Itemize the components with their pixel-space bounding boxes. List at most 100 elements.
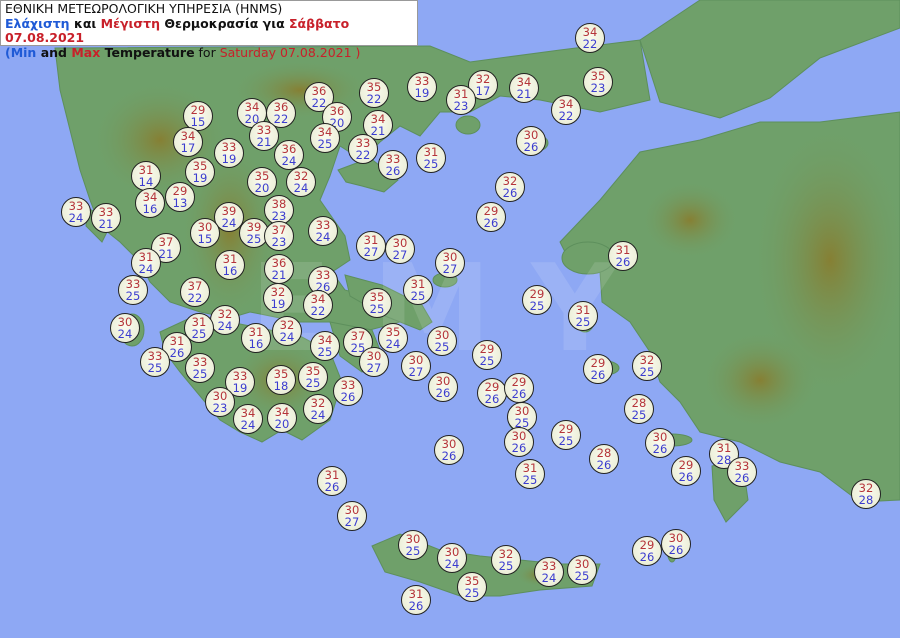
min-temperature: 25 bbox=[350, 341, 366, 355]
max-temperature: 29 bbox=[483, 204, 499, 218]
station-marker: 29 13 bbox=[165, 182, 195, 212]
station-marker: 32 25 bbox=[491, 545, 521, 575]
station-marker: 31 23 bbox=[446, 85, 476, 115]
max-temperature: 38 bbox=[271, 197, 287, 211]
station-marker: 30 25 bbox=[398, 530, 428, 560]
min-temperature: 21 bbox=[158, 247, 174, 261]
min-temperature: 27 bbox=[442, 262, 458, 276]
min-temperature: 25 bbox=[575, 315, 591, 329]
max-temperature: 31 bbox=[169, 334, 185, 348]
min-temperature: 26 bbox=[385, 164, 401, 178]
min-temperature: 25 bbox=[529, 299, 545, 313]
min-temperature: 25 bbox=[317, 137, 333, 151]
min-temperature: 27 bbox=[408, 365, 424, 379]
title-greek-date: Σάββατο 07.08.2021 bbox=[5, 15, 350, 45]
min-temperature: 25 bbox=[631, 408, 647, 422]
max-temperature: 30 bbox=[405, 532, 421, 546]
station-marker: 30 15 bbox=[190, 218, 220, 248]
min-temperature: 14 bbox=[138, 175, 154, 189]
max-temperature: 30 bbox=[511, 429, 527, 443]
min-temperature: 26 bbox=[483, 216, 499, 230]
max-temperature: 33 bbox=[385, 152, 401, 166]
max-temperature: 34 bbox=[582, 25, 598, 39]
max-temperature: 30 bbox=[668, 531, 684, 545]
station-marker: 32 24 bbox=[303, 394, 333, 424]
min-temperature: 15 bbox=[190, 115, 206, 129]
min-temperature: 23 bbox=[590, 81, 606, 95]
station-marker: 30 27 bbox=[385, 234, 415, 264]
min-temperature: 13 bbox=[172, 196, 188, 210]
min-temperature: 26 bbox=[523, 140, 539, 154]
station-marker: 33 19 bbox=[214, 138, 244, 168]
station-marker: 30 27 bbox=[337, 501, 367, 531]
max-temperature: 31 bbox=[410, 277, 426, 291]
max-temperature: 31 bbox=[138, 163, 154, 177]
station-marker: 29 26 bbox=[476, 202, 506, 232]
station-marker: 36 20 bbox=[322, 102, 352, 132]
max-temperature: 28 bbox=[631, 396, 647, 410]
station-marker: 34 22 bbox=[575, 23, 605, 53]
max-temperature: 29 bbox=[172, 184, 188, 198]
max-temperature: 37 bbox=[187, 279, 203, 293]
min-temperature: 24 bbox=[138, 262, 154, 276]
map-title-box: ΕΘΝΙΚΗ ΜΕΤΕΩΡΟΛΟΓΙΚΗ ΥΠΗΡΕΣΙΑ (HNMS) Ελά… bbox=[0, 0, 418, 59]
min-temperature: 26 bbox=[615, 255, 631, 269]
min-temperature: 28 bbox=[858, 493, 874, 507]
min-temperature: 21 bbox=[98, 217, 114, 231]
station-marker: 37 22 bbox=[180, 277, 210, 307]
max-temperature: 35 bbox=[273, 367, 289, 381]
min-temperature: 26 bbox=[340, 390, 356, 404]
station-marker: 36 21 bbox=[264, 254, 294, 284]
max-temperature: 34 bbox=[310, 292, 326, 306]
min-temperature: 16 bbox=[142, 202, 158, 216]
min-temperature: 17 bbox=[180, 141, 196, 155]
max-temperature: 31 bbox=[363, 233, 379, 247]
station-marker: 29 25 bbox=[551, 420, 581, 450]
max-temperature: 36 bbox=[329, 104, 345, 118]
min-temperature: 25 bbox=[479, 354, 495, 368]
station-marker: 38 23 bbox=[264, 195, 294, 225]
max-temperature: 31 bbox=[423, 145, 439, 159]
min-temperature: 24 bbox=[444, 557, 460, 571]
max-temperature: 32 bbox=[270, 285, 286, 299]
max-temperature: 34 bbox=[317, 125, 333, 139]
station-marker: 33 22 bbox=[348, 134, 378, 164]
max-temperature: 37 bbox=[271, 223, 287, 237]
min-temperature: 26 bbox=[324, 480, 340, 494]
max-temperature: 31 bbox=[408, 587, 424, 601]
max-temperature: 33 bbox=[734, 459, 750, 473]
min-temperature: 23 bbox=[212, 401, 228, 415]
min-temperature: 22 bbox=[311, 96, 327, 110]
station-marker: 32 24 bbox=[210, 305, 240, 335]
station-marker: 35 25 bbox=[362, 288, 392, 318]
max-temperature: 30 bbox=[435, 374, 451, 388]
station-marker: 29 26 bbox=[632, 536, 662, 566]
max-temperature: 31 bbox=[575, 303, 591, 317]
min-temperature: 25 bbox=[246, 232, 262, 246]
max-temperature: 37 bbox=[350, 329, 366, 343]
station-marker: 30 26 bbox=[504, 427, 534, 457]
min-temperature: 21 bbox=[370, 124, 386, 138]
min-temperature: 25 bbox=[191, 327, 207, 341]
station-marker: 30 27 bbox=[359, 347, 389, 377]
station-marker: 34 25 bbox=[310, 331, 340, 361]
station-marker: 30 26 bbox=[645, 428, 675, 458]
min-temperature: 26 bbox=[502, 186, 518, 200]
station-marker: 31 26 bbox=[401, 585, 431, 615]
min-temperature: 25 bbox=[147, 361, 163, 375]
station-marker: 31 16 bbox=[241, 323, 271, 353]
max-temperature: 32 bbox=[310, 396, 326, 410]
station-marker: 34 24 bbox=[233, 404, 263, 434]
station-marker: 34 22 bbox=[303, 290, 333, 320]
max-temperature: 29 bbox=[484, 380, 500, 394]
max-temperature: 29 bbox=[678, 458, 694, 472]
title-en-max: Max bbox=[71, 44, 101, 60]
min-temperature: 25 bbox=[192, 367, 208, 381]
max-temperature: 33 bbox=[315, 218, 331, 232]
station-marker: 32 24 bbox=[272, 316, 302, 346]
station-marker: 30 26 bbox=[661, 529, 691, 559]
max-temperature: 34 bbox=[558, 97, 574, 111]
station-marker: 30 24 bbox=[437, 543, 467, 573]
min-temperature: 26 bbox=[169, 346, 185, 360]
max-temperature: 33 bbox=[221, 140, 237, 154]
